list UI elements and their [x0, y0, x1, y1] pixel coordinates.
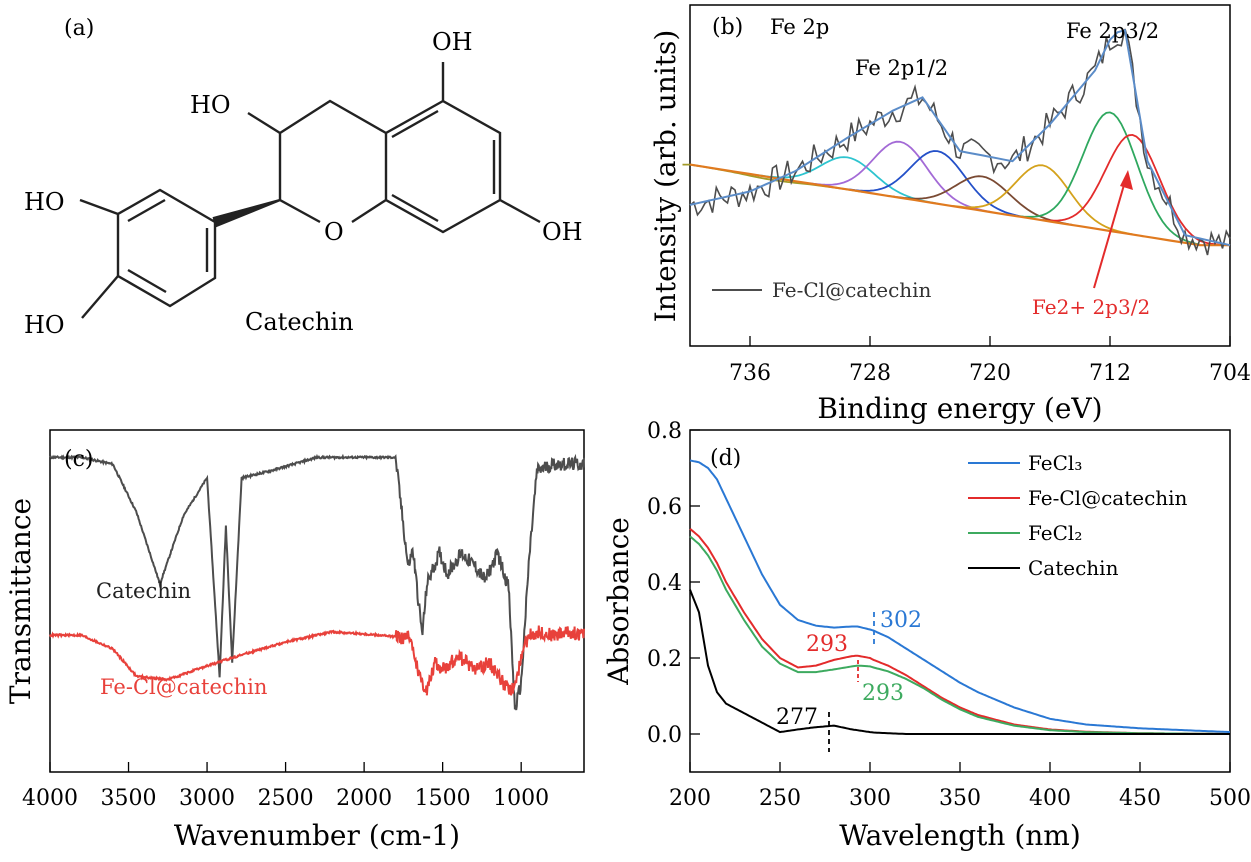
panel-d-ticks: 200 250 300 350 400 450 500 0.0 0.2 0.4 0.6 0.8	[647, 419, 1251, 811]
panel-d: 200 250 300 350 400 450 500 0.0 0.2 0.4 0.6 0.8 Wav…	[602, 419, 1251, 852]
panel-d-x-tick-label: 200	[669, 786, 711, 811]
panel-b-tick-label: 736	[729, 361, 771, 386]
panel-d-y-tick-label: 0.4	[647, 571, 682, 596]
xps-component-7	[1042, 133, 1223, 246]
catechin-structure	[79, 62, 541, 319]
panel-c-tick-label: 1500	[415, 786, 471, 811]
panel-d-x-tick-label: 300	[849, 786, 891, 811]
panel-c-tick-label: 3000	[179, 786, 235, 811]
xps-envelope-fit	[689, 28, 1231, 247]
panel-b-tick-label: 704	[1209, 361, 1251, 386]
fe2plus-annotation: Fe2+ 2p3/2	[1032, 295, 1150, 319]
molecule-name: Catechin	[245, 308, 354, 336]
panel-c-tick-label: 4000	[22, 786, 78, 811]
panel-d-legend-label: Catechin	[1028, 556, 1119, 580]
uv-series-line-1	[689, 528, 1230, 735]
xps-component-1	[757, 156, 938, 205]
panel-c-tag: (c)	[64, 447, 94, 472]
ho-ring-b-lower-label: HO	[24, 311, 65, 339]
peak-293-red-label: 293	[806, 632, 848, 657]
panel-b: 736 728 720 712 704 Binding energy (eV) Inte…	[649, 4, 1251, 425]
fe2p-three-half-label: Fe 2p3/2	[1066, 19, 1159, 43]
panel-a: (a) OH HO O OH HO HO C	[24, 16, 583, 339]
uv-series-line-0	[689, 459, 1231, 734]
panel-d-y-tick-label: 0.8	[647, 419, 682, 444]
panel-b-legend-label: Fe-Cl@catechin	[772, 278, 932, 302]
panel-b-xlabel: Binding energy (eV)	[817, 392, 1102, 425]
panel-d-xlabel: Wavelength (nm)	[839, 819, 1081, 852]
uv-series-line-2	[689, 535, 1230, 735]
panel-b-ylabel: Intensity (arb. units)	[649, 30, 682, 323]
ho-ring-b-upper-label: HO	[24, 188, 65, 216]
panel-b-tag: (b)	[712, 15, 743, 40]
uv-vis-series	[689, 459, 1231, 735]
ir-fecl-catechin-line	[49, 625, 585, 696]
panel-c-tick-label: 2000	[336, 786, 392, 811]
panel-d-x-tick-label: 400	[1029, 786, 1071, 811]
panel-b-tick-label: 728	[849, 361, 891, 386]
ring-oxygen-label: O	[324, 218, 344, 246]
panel-b-x-ticks: 736 728 720 712 704	[729, 336, 1251, 386]
uv-series-line-3	[689, 589, 1230, 735]
xps-component-5	[952, 164, 1133, 236]
panel-c-xlabel: Wavenumber (cm-1)	[174, 819, 460, 852]
panel-d-tag: (d)	[710, 446, 741, 471]
panel-d-y-tick-label: 0.2	[647, 647, 682, 672]
oh-right-label: OH	[542, 218, 583, 246]
panel-d-ylabel: Absorbance	[602, 517, 635, 686]
panel-d-y-tick-label: 0.0	[647, 723, 682, 748]
panel-d-x-tick-label: 250	[759, 786, 801, 811]
peak-293-green-label: 293	[862, 681, 904, 706]
ir-catechin-line	[49, 453, 585, 711]
panel-d-x-tick-label: 450	[1119, 786, 1161, 811]
panel-c-tick-label: 3500	[101, 786, 157, 811]
fe2plus-arrow-head	[1120, 170, 1133, 190]
xps-component-3	[847, 150, 1028, 219]
xps-component-2	[809, 140, 991, 213]
ho-c3-label: HO	[190, 91, 231, 119]
xps-component-4	[892, 175, 1073, 226]
fe2plus-arrow-line	[1093, 177, 1127, 289]
fe2p-half-label: Fe 2p1/2	[855, 56, 948, 80]
ir-fecl-catechin-label: Fe-Cl@catechin	[100, 675, 267, 699]
panel-b-tick-label: 720	[969, 361, 1011, 386]
panel-d-legend-label: FeCl₃	[1028, 451, 1082, 475]
panel-b-frame	[689, 4, 1231, 347]
ir-catechin-label: Catechin	[96, 579, 191, 603]
peak-302-label: 302	[880, 608, 922, 633]
xps-raw-spectrum	[689, 28, 1231, 256]
peak-277-label: 277	[776, 705, 818, 730]
panel-d-y-tick-label: 0.6	[647, 495, 682, 520]
panel-d-frame	[689, 429, 1231, 773]
panel-d-legend-label: FeCl₂	[1028, 521, 1082, 545]
panel-c-frame	[49, 429, 585, 773]
panel-c-tick-label: 1000	[493, 786, 549, 811]
panel-c-ylabel: Transmittance	[4, 498, 37, 704]
panel-a-tag: (a)	[64, 16, 94, 41]
panel-d-x-tick-label: 500	[1209, 786, 1251, 811]
panel-d-legend-label: Fe-Cl@catechin	[1028, 486, 1188, 510]
panel-b-tick-label: 712	[1089, 361, 1131, 386]
fe2p-region-label: Fe 2p	[770, 15, 829, 39]
xps-component-6	[1019, 111, 1201, 246]
panel-c-tick-label: 2500	[258, 786, 314, 811]
panel-c-x-ticks: 4000 3500 3000 2500 2000 1500 1000	[22, 762, 549, 811]
panel-d-legend: FeCl₃ Fe-Cl@catechin FeCl₂ Catechin	[968, 451, 1188, 580]
panel-d-x-tick-label: 350	[939, 786, 981, 811]
panel-c: 4000 3500 3000 2500 2000 1500 1000 Wavenumber …	[4, 429, 585, 852]
oh-top-label: OH	[432, 28, 473, 56]
